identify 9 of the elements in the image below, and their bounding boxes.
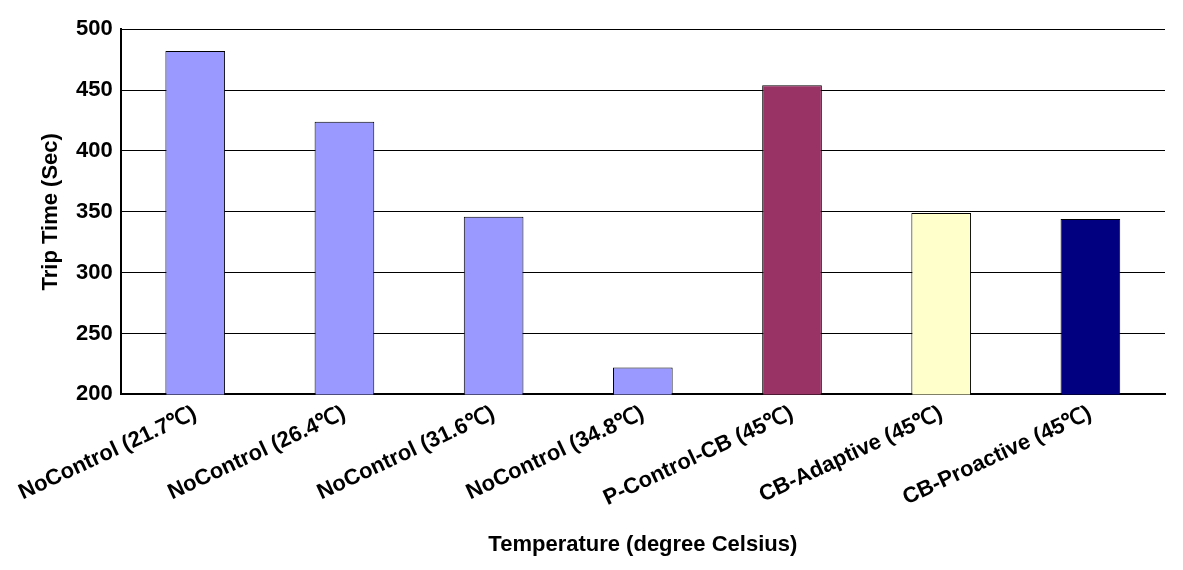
y-tick-label: 250 — [75, 319, 113, 345]
y-tick-label: 200 — [75, 380, 113, 406]
y-tick-label: 450 — [75, 76, 113, 102]
y-axis-title: Trip Time (Sec) — [36, 133, 62, 291]
y-tick-label: 300 — [75, 258, 113, 284]
x-axis-title: Temperature (degree Celsius) — [488, 530, 798, 556]
y-tick-label: 500 — [75, 15, 113, 41]
y-tick-label: 400 — [75, 136, 113, 162]
y-tick-label: 350 — [75, 197, 113, 223]
